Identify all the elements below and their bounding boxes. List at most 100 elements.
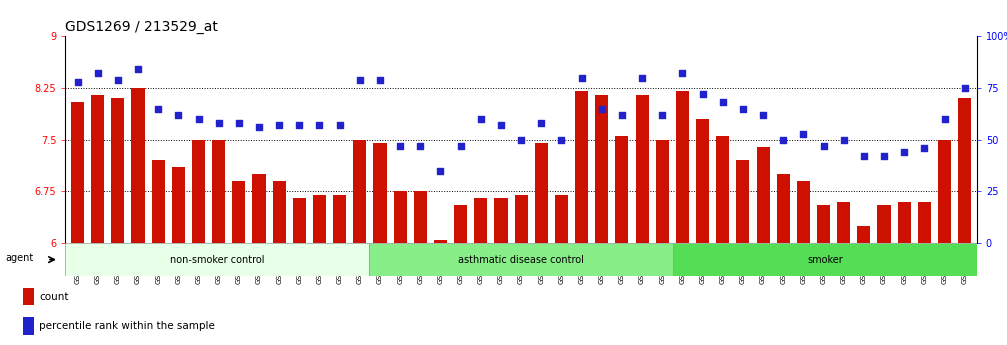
Point bbox=[614, 112, 630, 118]
Bar bbox=[555, 195, 568, 243]
Bar bbox=[212, 140, 226, 243]
Point bbox=[513, 137, 530, 142]
Bar bbox=[71, 102, 85, 243]
Text: percentile rank within the sample: percentile rank within the sample bbox=[39, 322, 215, 331]
Point bbox=[594, 106, 610, 111]
Bar bbox=[515, 195, 528, 243]
Point bbox=[392, 143, 408, 149]
Point bbox=[957, 85, 973, 91]
Point bbox=[472, 116, 488, 122]
Bar bbox=[22, 288, 33, 305]
Point bbox=[372, 77, 388, 82]
FancyBboxPatch shape bbox=[673, 243, 977, 276]
Bar bbox=[434, 240, 447, 243]
Point bbox=[351, 77, 368, 82]
Bar bbox=[132, 88, 145, 243]
Point bbox=[554, 137, 570, 142]
Point bbox=[755, 112, 771, 118]
Bar bbox=[857, 226, 870, 243]
Text: asthmatic disease control: asthmatic disease control bbox=[458, 255, 584, 265]
Point bbox=[816, 143, 832, 149]
Point bbox=[492, 122, 509, 128]
Point bbox=[331, 122, 347, 128]
Point bbox=[574, 75, 590, 80]
Point bbox=[291, 122, 307, 128]
Point bbox=[150, 106, 166, 111]
Point bbox=[110, 77, 126, 82]
Point bbox=[634, 75, 651, 80]
Bar bbox=[494, 198, 508, 243]
Bar bbox=[837, 202, 850, 243]
Bar bbox=[454, 205, 467, 243]
Point bbox=[675, 71, 691, 76]
Bar bbox=[374, 143, 387, 243]
Point bbox=[69, 79, 86, 85]
Point bbox=[775, 137, 792, 142]
Point bbox=[836, 137, 852, 142]
Bar bbox=[736, 160, 749, 243]
Bar bbox=[152, 160, 165, 243]
Bar bbox=[353, 140, 367, 243]
Bar bbox=[394, 191, 407, 243]
Bar bbox=[575, 91, 588, 243]
Point bbox=[534, 120, 550, 126]
Bar bbox=[233, 181, 246, 243]
Bar bbox=[313, 195, 326, 243]
Bar bbox=[756, 147, 769, 243]
Point bbox=[130, 67, 146, 72]
Point bbox=[896, 149, 912, 155]
Point bbox=[311, 122, 327, 128]
Bar bbox=[877, 205, 890, 243]
Text: count: count bbox=[39, 292, 68, 302]
Point bbox=[937, 116, 953, 122]
Point bbox=[170, 112, 186, 118]
Point bbox=[432, 168, 448, 174]
Point bbox=[796, 131, 812, 136]
Bar bbox=[192, 140, 205, 243]
Point bbox=[655, 112, 671, 118]
Bar bbox=[92, 95, 105, 243]
Bar bbox=[797, 181, 810, 243]
Bar bbox=[293, 198, 306, 243]
Bar bbox=[474, 198, 487, 243]
Bar bbox=[696, 119, 709, 243]
FancyBboxPatch shape bbox=[65, 243, 370, 276]
Text: non-smoker control: non-smoker control bbox=[170, 255, 265, 265]
Point bbox=[695, 91, 711, 97]
Bar bbox=[414, 191, 427, 243]
Point bbox=[715, 100, 731, 105]
Point bbox=[452, 143, 468, 149]
Point bbox=[412, 143, 428, 149]
Bar bbox=[958, 98, 971, 243]
Bar bbox=[635, 95, 649, 243]
Point bbox=[251, 125, 267, 130]
Bar bbox=[333, 195, 346, 243]
Point bbox=[271, 122, 287, 128]
Point bbox=[90, 71, 106, 76]
Bar bbox=[535, 143, 548, 243]
Bar bbox=[817, 205, 830, 243]
Point bbox=[876, 154, 892, 159]
Bar bbox=[897, 202, 910, 243]
Bar bbox=[716, 136, 729, 243]
Text: smoker: smoker bbox=[807, 255, 843, 265]
Bar bbox=[253, 174, 266, 243]
Bar bbox=[172, 167, 185, 243]
Point bbox=[856, 154, 872, 159]
Bar bbox=[273, 181, 286, 243]
Point bbox=[231, 120, 247, 126]
Bar bbox=[938, 140, 951, 243]
Bar bbox=[615, 136, 628, 243]
Bar bbox=[595, 95, 608, 243]
Bar bbox=[917, 202, 930, 243]
Point bbox=[190, 116, 206, 122]
Point bbox=[916, 145, 932, 151]
Point bbox=[210, 120, 227, 126]
FancyBboxPatch shape bbox=[370, 243, 673, 276]
Bar bbox=[656, 140, 669, 243]
Bar bbox=[112, 98, 125, 243]
Bar bbox=[676, 91, 689, 243]
Bar bbox=[22, 317, 33, 335]
Text: GDS1269 / 213529_at: GDS1269 / 213529_at bbox=[65, 20, 219, 34]
Bar bbox=[776, 174, 789, 243]
